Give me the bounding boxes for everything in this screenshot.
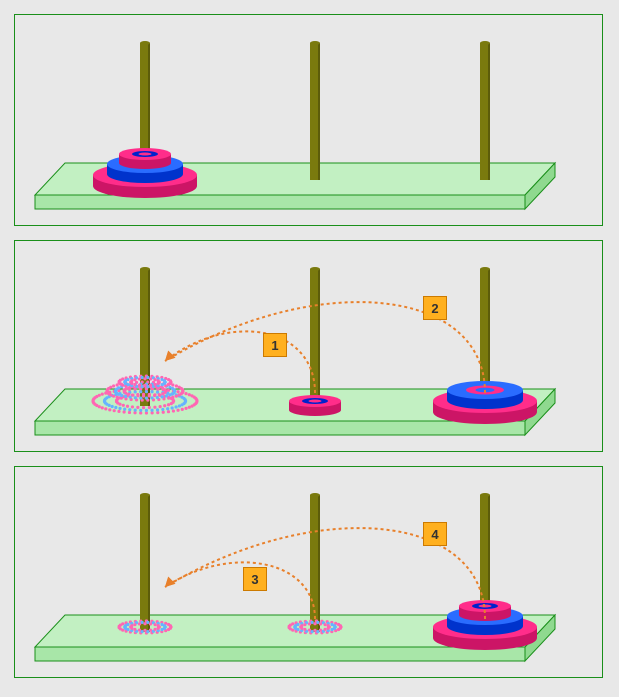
step-label-1: 1 (263, 333, 287, 357)
hanoi-panel-1 (14, 14, 603, 226)
hanoi-panel-svg (15, 241, 604, 453)
step-label-4: 4 (423, 522, 447, 546)
hanoi-panel-svg (15, 15, 604, 227)
hanoi-panel-3: 34 (14, 466, 603, 678)
hanoi-panel-2: 12 (14, 240, 603, 452)
step-label-3: 3 (243, 567, 267, 591)
step-label-2: 2 (423, 296, 447, 320)
hanoi-panel-svg (15, 467, 604, 679)
